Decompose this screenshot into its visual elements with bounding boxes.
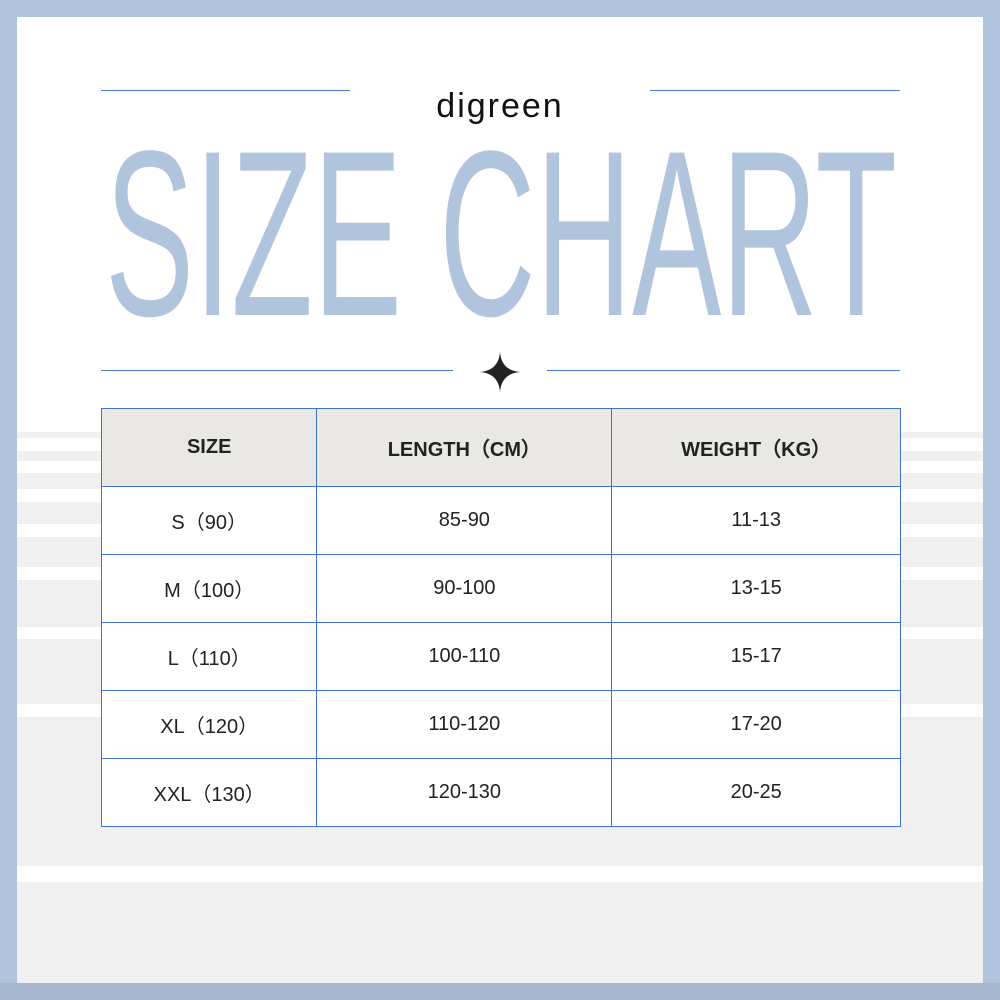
cell-size: XXL（130）: [100, 758, 318, 827]
cell-weight: 17-20: [611, 690, 901, 759]
cell-length: 90-100: [316, 554, 613, 623]
cell-length: 110-120: [316, 690, 613, 759]
svg-text:SIZE CHART: SIZE CHART: [105, 137, 897, 337]
divider-line: [101, 90, 350, 91]
header-length: LENGTH（CM）: [316, 408, 613, 487]
table-row: XXL（130） 120-130 20-25: [100, 758, 901, 827]
divider-line: [650, 90, 900, 91]
bottom-band: [0, 983, 1000, 1000]
bg-stripe: [17, 882, 983, 983]
table-row: L（110） 100-110 15-17: [100, 622, 901, 691]
sparkle-star-icon: [480, 352, 520, 392]
header-size: SIZE: [100, 408, 318, 487]
cell-weight: 20-25: [611, 758, 901, 827]
table-row: XL（120） 110-120 17-20: [100, 690, 901, 759]
poster: digreen SIZE CHART SIZE LENGTH（CM） WEIGH…: [17, 17, 983, 983]
table-row: S（90） 85-90 11-13: [100, 486, 901, 555]
cell-length: 85-90: [316, 486, 613, 555]
header-weight: WEIGHT（KG）: [611, 408, 901, 487]
cell-length: 100-110: [316, 622, 613, 691]
page-title: SIZE CHART: [105, 137, 897, 337]
cell-size: L（110）: [100, 622, 318, 691]
cell-weight: 13-15: [611, 554, 901, 623]
divider-line: [547, 370, 900, 371]
cell-size: S（90）: [100, 486, 318, 555]
table-header-row: SIZE LENGTH（CM） WEIGHT（KG）: [100, 408, 901, 487]
table-row: M（100） 90-100 13-15: [100, 554, 901, 623]
cell-size: XL（120）: [100, 690, 318, 759]
size-table: SIZE LENGTH（CM） WEIGHT（KG） S（90） 85-90 11-…: [100, 408, 901, 827]
cell-weight: 11-13: [611, 486, 901, 555]
divider-line: [101, 370, 453, 371]
cell-weight: 15-17: [611, 622, 901, 691]
cell-length: 120-130: [316, 758, 613, 827]
brand-name: digreen: [436, 87, 564, 125]
cell-size: M（100）: [100, 554, 318, 623]
